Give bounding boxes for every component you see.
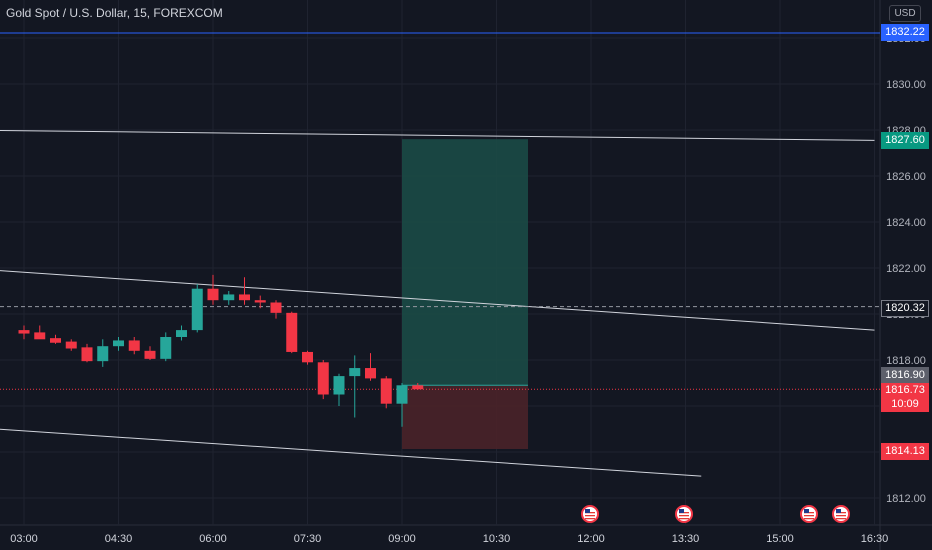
candle-body — [349, 368, 361, 377]
candle-body — [18, 330, 30, 334]
price-tag-crosshair: 1820.32 — [881, 300, 929, 317]
trend-line — [0, 129, 875, 141]
profit-zone — [402, 139, 528, 386]
loss-zone — [402, 385, 528, 450]
x-tick-label: 10:30 — [483, 533, 511, 545]
candle-body — [317, 362, 329, 395]
x-tick-label: 03:00 — [10, 533, 38, 545]
chart-title: Gold Spot / U.S. Dollar, 15, FOREXCOM — [6, 6, 223, 20]
candle-body — [239, 294, 250, 301]
candle-body — [223, 294, 235, 301]
candle-body — [81, 347, 93, 362]
candle-body — [160, 337, 172, 359]
candle-body — [333, 376, 345, 395]
candle-body — [97, 346, 109, 362]
y-tick-label: 1822.00 — [886, 263, 926, 275]
price-tag-target: 1827.60 — [881, 132, 929, 149]
x-tick-label: 07:30 — [294, 533, 322, 545]
candle-body — [286, 312, 298, 352]
candle-body — [176, 330, 187, 337]
candle-body — [191, 288, 203, 331]
x-tick-label: 15:00 — [766, 533, 794, 545]
x-tick-label: 16:30 — [861, 533, 889, 545]
x-tick-label: 06:00 — [199, 533, 227, 545]
candle-body — [128, 340, 140, 351]
candle-body — [270, 302, 282, 313]
candle-body — [34, 332, 46, 340]
price-tag-entry: 1816.90 — [881, 367, 929, 384]
bar-countdown: 10:09 — [881, 397, 929, 412]
candle-body — [380, 378, 392, 404]
x-tick-label: 13:30 — [672, 533, 700, 545]
price-tag-last: 1816.73 — [881, 383, 929, 398]
y-tick-label: 1824.00 — [886, 217, 926, 229]
candle-body — [65, 341, 77, 349]
x-tick-label: 09:00 — [388, 533, 416, 545]
us-flag-icon[interactable] — [581, 505, 599, 523]
candle-body — [113, 340, 124, 347]
candle-body — [144, 350, 156, 359]
candle-body — [365, 368, 376, 379]
currency-button[interactable]: USD — [889, 5, 921, 22]
us-flag-icon[interactable] — [832, 505, 850, 523]
us-flag-icon[interactable] — [675, 505, 693, 523]
candle-body — [412, 385, 424, 390]
candle-body — [396, 385, 408, 404]
y-tick-label: 1830.00 — [886, 79, 926, 91]
price-tag-top-line: 1832.22 — [881, 24, 929, 41]
candle-body — [207, 288, 219, 301]
trend-line — [0, 270, 875, 331]
x-tick-label: 12:00 — [577, 533, 605, 545]
price-tag-stop: 1814.13 — [881, 443, 929, 460]
candle-body — [50, 338, 61, 343]
candle-body — [254, 300, 266, 303]
y-tick-label: 1812.00 — [886, 493, 926, 505]
trend-line — [0, 428, 702, 477]
us-flag-icon[interactable] — [800, 505, 818, 523]
candle-body — [302, 351, 313, 363]
y-tick-label: 1826.00 — [886, 171, 926, 183]
y-tick-label: 1818.00 — [886, 355, 926, 367]
x-tick-label: 04:30 — [105, 533, 133, 545]
